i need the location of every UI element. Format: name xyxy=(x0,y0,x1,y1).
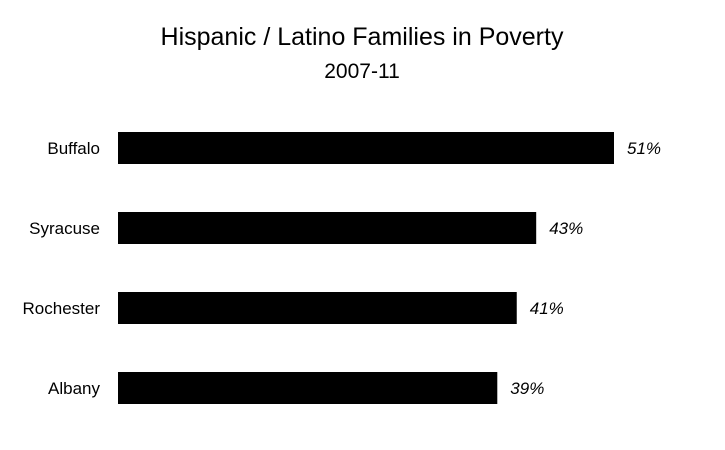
bars-group: Buffalo 51% Syracuse 43% Rochester 41% Albany 3… xyxy=(23,132,661,404)
category-label-buffalo: Buffalo xyxy=(47,139,100,158)
bar-rochester xyxy=(118,292,517,324)
chart-subtitle: 2007-11 xyxy=(324,60,400,83)
value-label-albany: 39% xyxy=(510,379,544,398)
bar-albany xyxy=(118,372,498,404)
chart-title: Hispanic / Latino Families in Poverty xyxy=(161,23,564,51)
bar-syracuse xyxy=(118,212,537,244)
value-label-syracuse: 43% xyxy=(549,219,583,238)
category-label-syracuse: Syracuse xyxy=(29,219,100,238)
bar-buffalo xyxy=(118,132,614,164)
category-label-rochester: Rochester xyxy=(23,299,101,318)
value-label-rochester: 41% xyxy=(530,299,564,318)
category-label-albany: Albany xyxy=(48,379,100,398)
value-label-buffalo: 51% xyxy=(627,139,661,158)
